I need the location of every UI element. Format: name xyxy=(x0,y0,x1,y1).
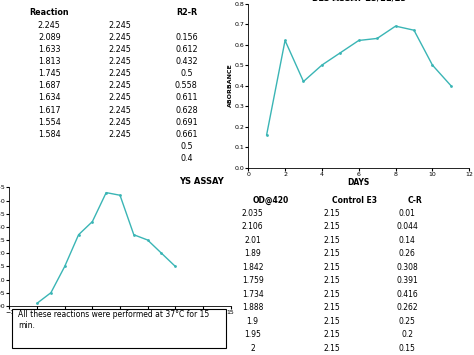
Text: 2.15: 2.15 xyxy=(324,344,341,353)
Text: 0.2: 0.2 xyxy=(401,330,413,339)
Text: 2.15: 2.15 xyxy=(324,236,341,245)
Text: 2.245: 2.245 xyxy=(109,33,131,42)
Text: 2.15: 2.15 xyxy=(324,303,341,312)
Text: 2.035: 2.035 xyxy=(242,209,264,218)
Text: 2.245: 2.245 xyxy=(109,69,131,78)
Text: 2.245: 2.245 xyxy=(38,21,61,29)
Text: OD@420: OD@420 xyxy=(253,196,289,205)
Text: 2.15: 2.15 xyxy=(324,249,341,258)
Text: 0.628: 0.628 xyxy=(175,106,198,115)
Text: 0.25: 0.25 xyxy=(399,317,416,326)
Text: 2.089: 2.089 xyxy=(38,33,61,42)
Text: 2: 2 xyxy=(250,344,255,353)
Text: 1.842: 1.842 xyxy=(242,263,264,272)
Text: 0.416: 0.416 xyxy=(396,290,418,299)
Text: 0.611: 0.611 xyxy=(175,93,198,103)
Text: 1.9: 1.9 xyxy=(246,317,259,326)
Text: All these reactions were performed at 37°C for 15
min.: All these reactions were performed at 37… xyxy=(18,310,210,330)
Text: 2.01: 2.01 xyxy=(244,236,261,245)
Text: 0.5: 0.5 xyxy=(180,69,192,78)
Text: 1.888: 1.888 xyxy=(242,303,264,312)
Text: 0.14: 0.14 xyxy=(399,236,416,245)
Text: 0.308: 0.308 xyxy=(396,263,418,272)
Text: 2.245: 2.245 xyxy=(109,81,131,90)
Text: 2.15: 2.15 xyxy=(324,276,341,285)
Y-axis label: ABORBANCE: ABORBANCE xyxy=(228,64,233,108)
Text: 0.156: 0.156 xyxy=(175,33,198,42)
Text: 2.15: 2.15 xyxy=(324,290,341,299)
Text: 0.262: 0.262 xyxy=(397,303,418,312)
Text: 1.95: 1.95 xyxy=(244,330,261,339)
Text: 2.245: 2.245 xyxy=(109,21,131,29)
Text: 1.633: 1.633 xyxy=(38,45,61,54)
Text: 1.745: 1.745 xyxy=(38,69,61,78)
Text: 1.617: 1.617 xyxy=(38,106,61,115)
X-axis label: DAYS: DAYS xyxy=(109,316,131,326)
Text: 0.01: 0.01 xyxy=(399,209,416,218)
Text: 1.734: 1.734 xyxy=(242,290,264,299)
Text: Control E3: Control E3 xyxy=(332,196,377,204)
Text: 2.245: 2.245 xyxy=(109,130,131,139)
Text: 0.044: 0.044 xyxy=(396,223,418,231)
Text: 2.15: 2.15 xyxy=(324,317,341,326)
Text: 1.89: 1.89 xyxy=(244,249,261,258)
Text: 2.245: 2.245 xyxy=(109,45,131,54)
Text: 2.245: 2.245 xyxy=(109,93,131,103)
Text: Reaction: Reaction xyxy=(29,9,69,17)
Text: C-R: C-R xyxy=(407,196,422,204)
Text: 0.558: 0.558 xyxy=(175,81,198,90)
Text: 0.661: 0.661 xyxy=(175,130,198,139)
Text: 2.245: 2.245 xyxy=(109,106,131,115)
Text: 0.391: 0.391 xyxy=(396,276,418,285)
FancyBboxPatch shape xyxy=(12,309,226,348)
Text: 2.106: 2.106 xyxy=(242,223,264,231)
Text: 2.245: 2.245 xyxy=(109,118,131,127)
Text: 2.15: 2.15 xyxy=(324,209,341,218)
Text: 1.634: 1.634 xyxy=(38,93,61,103)
Text: 1.813: 1.813 xyxy=(38,57,61,66)
Text: 2.15: 2.15 xyxy=(324,223,341,231)
Text: 0.691: 0.691 xyxy=(175,118,198,127)
X-axis label: DAYS: DAYS xyxy=(347,178,370,187)
Text: 0.15: 0.15 xyxy=(399,344,416,353)
Text: 2.15: 2.15 xyxy=(324,330,341,339)
Title: BLS ASSAY 23/11/23: BLS ASSAY 23/11/23 xyxy=(311,0,406,3)
Text: 0.432: 0.432 xyxy=(175,57,198,66)
Text: 1.554: 1.554 xyxy=(38,118,61,127)
Text: 1.759: 1.759 xyxy=(242,276,264,285)
Text: YS ASSAY: YS ASSAY xyxy=(179,177,224,186)
Text: 2.245: 2.245 xyxy=(109,57,131,66)
Text: 0.26: 0.26 xyxy=(399,249,416,258)
Text: 2.15: 2.15 xyxy=(324,263,341,272)
Text: 1.687: 1.687 xyxy=(38,81,61,90)
Text: 0.4: 0.4 xyxy=(180,154,192,163)
Text: 0.612: 0.612 xyxy=(175,45,198,54)
Text: R2-R: R2-R xyxy=(176,9,197,17)
Text: 1.584: 1.584 xyxy=(38,130,61,139)
Text: 0.5: 0.5 xyxy=(180,142,192,151)
